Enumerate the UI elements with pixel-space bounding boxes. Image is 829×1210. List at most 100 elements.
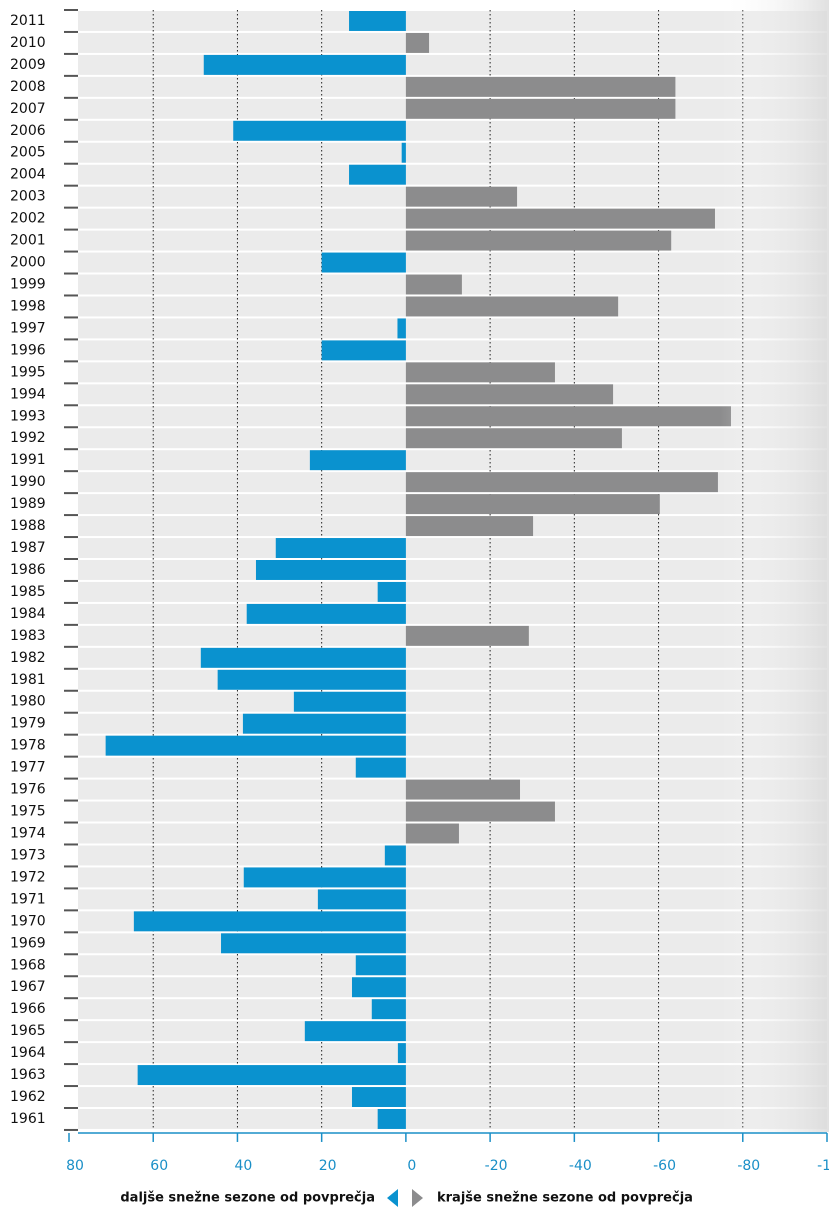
y-tick-label: 1979	[10, 716, 46, 732]
bar	[401, 142, 406, 163]
row-band	[78, 142, 827, 163]
y-tick-label: 1994	[10, 386, 46, 402]
y-tick-label: 1983	[10, 628, 46, 644]
bar	[405, 230, 672, 251]
bar	[405, 362, 555, 383]
row-band	[78, 340, 827, 361]
bar	[217, 669, 406, 690]
y-tick-label: 2002	[10, 211, 46, 227]
x-tick-label: -100	[817, 1158, 829, 1174]
row-band	[78, 1087, 827, 1107]
row-band	[78, 120, 827, 141]
x-tick-label: 20	[319, 1158, 337, 1174]
bar	[405, 779, 521, 800]
y-tick-label: 2010	[10, 35, 46, 51]
bar	[405, 384, 614, 405]
y-tick-label: 1965	[10, 1023, 46, 1039]
row-band	[78, 713, 827, 734]
row-band	[78, 1109, 827, 1129]
y-tick-label: 1971	[10, 891, 46, 907]
bar	[351, 977, 406, 998]
y-tick-label: 1978	[10, 738, 46, 754]
legend-arrow-right	[412, 1189, 423, 1207]
bar	[405, 823, 459, 844]
x-tick-label: 80	[66, 1158, 84, 1174]
bar	[242, 713, 406, 734]
x-tick-label: -20	[485, 1158, 508, 1174]
bar	[203, 54, 406, 75]
legend-left: daljše snežne sezone od povprečja	[120, 1191, 375, 1206]
y-tick-label: 1961	[10, 1111, 46, 1127]
y-tick-label: 2009	[10, 57, 46, 73]
y-tick-label: 2001	[10, 233, 46, 249]
row-band	[78, 32, 827, 53]
bar	[200, 647, 406, 668]
row-band	[78, 669, 827, 690]
bar	[233, 120, 406, 141]
y-tick-label: 1986	[10, 562, 46, 578]
bar	[405, 494, 660, 515]
bar	[105, 735, 406, 756]
y-tick-label: 1997	[10, 320, 46, 336]
y-tick-label: 1984	[10, 606, 46, 622]
y-tick-label: 2007	[10, 101, 46, 117]
row-band	[78, 538, 827, 558]
y-tick-label: 2006	[10, 123, 46, 139]
bar	[371, 999, 406, 1020]
bar	[321, 340, 406, 361]
x-tick-label: -80	[737, 1158, 760, 1174]
bar	[355, 757, 406, 778]
bar	[405, 98, 676, 119]
y-tick-label: 1969	[10, 935, 46, 951]
y-tick-label: 1963	[10, 1067, 46, 1083]
y-tick-label: 1996	[10, 342, 46, 358]
y-tick-label: 1981	[10, 672, 46, 688]
bar	[133, 911, 406, 932]
x-tick-label: 60	[150, 1158, 168, 1174]
y-tick-label: 1988	[10, 518, 46, 534]
y-tick-label: 2003	[10, 189, 46, 205]
row-band	[78, 450, 827, 471]
y-tick-label: 1974	[10, 826, 46, 842]
y-tick-label: 1968	[10, 957, 46, 973]
bar	[384, 845, 406, 866]
bar	[293, 691, 406, 712]
y-tick-label: 2011	[10, 13, 46, 29]
y-tick-label: 1966	[10, 1001, 46, 1017]
row-band	[78, 252, 827, 273]
y-tick-label: 1973	[10, 847, 46, 863]
bar	[405, 625, 529, 646]
y-tick-label: 1993	[10, 408, 46, 424]
bar	[243, 867, 406, 888]
bar	[405, 406, 731, 427]
bar	[317, 889, 406, 910]
y-tick-label: 1964	[10, 1045, 46, 1061]
y-tick-label: 1976	[10, 782, 46, 798]
x-tick-label: -40	[569, 1158, 592, 1174]
row-band	[78, 933, 827, 954]
y-tick-label: 1962	[10, 1089, 46, 1105]
y-tick-label: 1967	[10, 979, 46, 995]
bar	[377, 1109, 406, 1129]
row-band	[78, 691, 827, 712]
bar	[397, 318, 406, 339]
y-tick-label: 1989	[10, 496, 46, 512]
bar	[405, 516, 534, 537]
bar	[405, 472, 718, 493]
row-band	[78, 977, 827, 998]
x-tick-label: 40	[235, 1158, 253, 1174]
row-band	[78, 11, 827, 31]
legend-arrow-left	[387, 1189, 398, 1207]
y-tick-label: 1972	[10, 869, 46, 885]
bar	[405, 274, 462, 295]
row-band	[78, 845, 827, 866]
bar	[275, 538, 406, 558]
legend-right: krajše snežne sezone od povprečja	[437, 1191, 693, 1206]
bar	[405, 186, 518, 207]
y-tick-label: 1970	[10, 913, 46, 929]
row-band	[78, 318, 827, 339]
bar	[349, 11, 406, 31]
row-band	[78, 560, 827, 580]
